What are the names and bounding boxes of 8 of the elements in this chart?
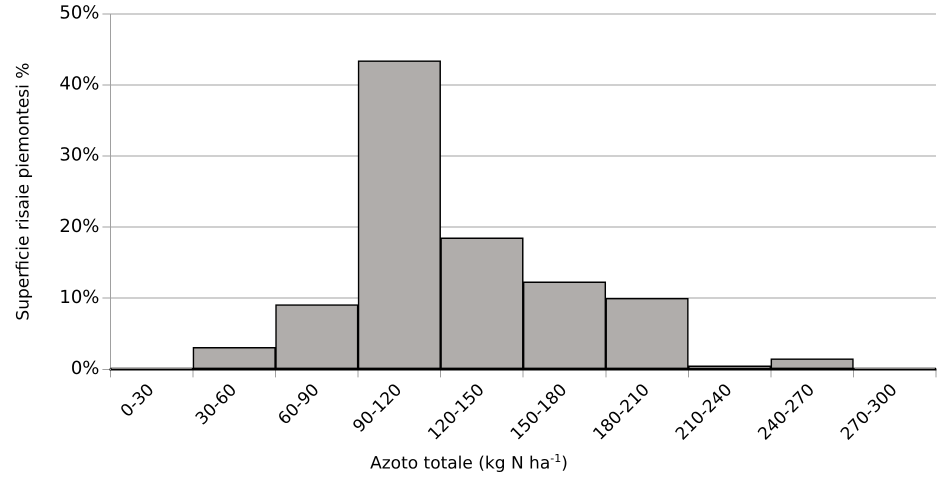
y-tick-label: 10% xyxy=(59,286,100,308)
y-tick-label: 30% xyxy=(59,144,100,166)
y-tick-label: 20% xyxy=(59,216,100,237)
y-tick-label: 50% xyxy=(59,2,100,24)
y-axis-title: Superficie risaie piemontesi % xyxy=(14,62,34,321)
y-tick-label: 0% xyxy=(70,358,100,380)
y-tick-label: 40% xyxy=(59,74,100,95)
x-axis-title: Azoto totale (kg N ha$^{-1}$) xyxy=(369,451,569,476)
